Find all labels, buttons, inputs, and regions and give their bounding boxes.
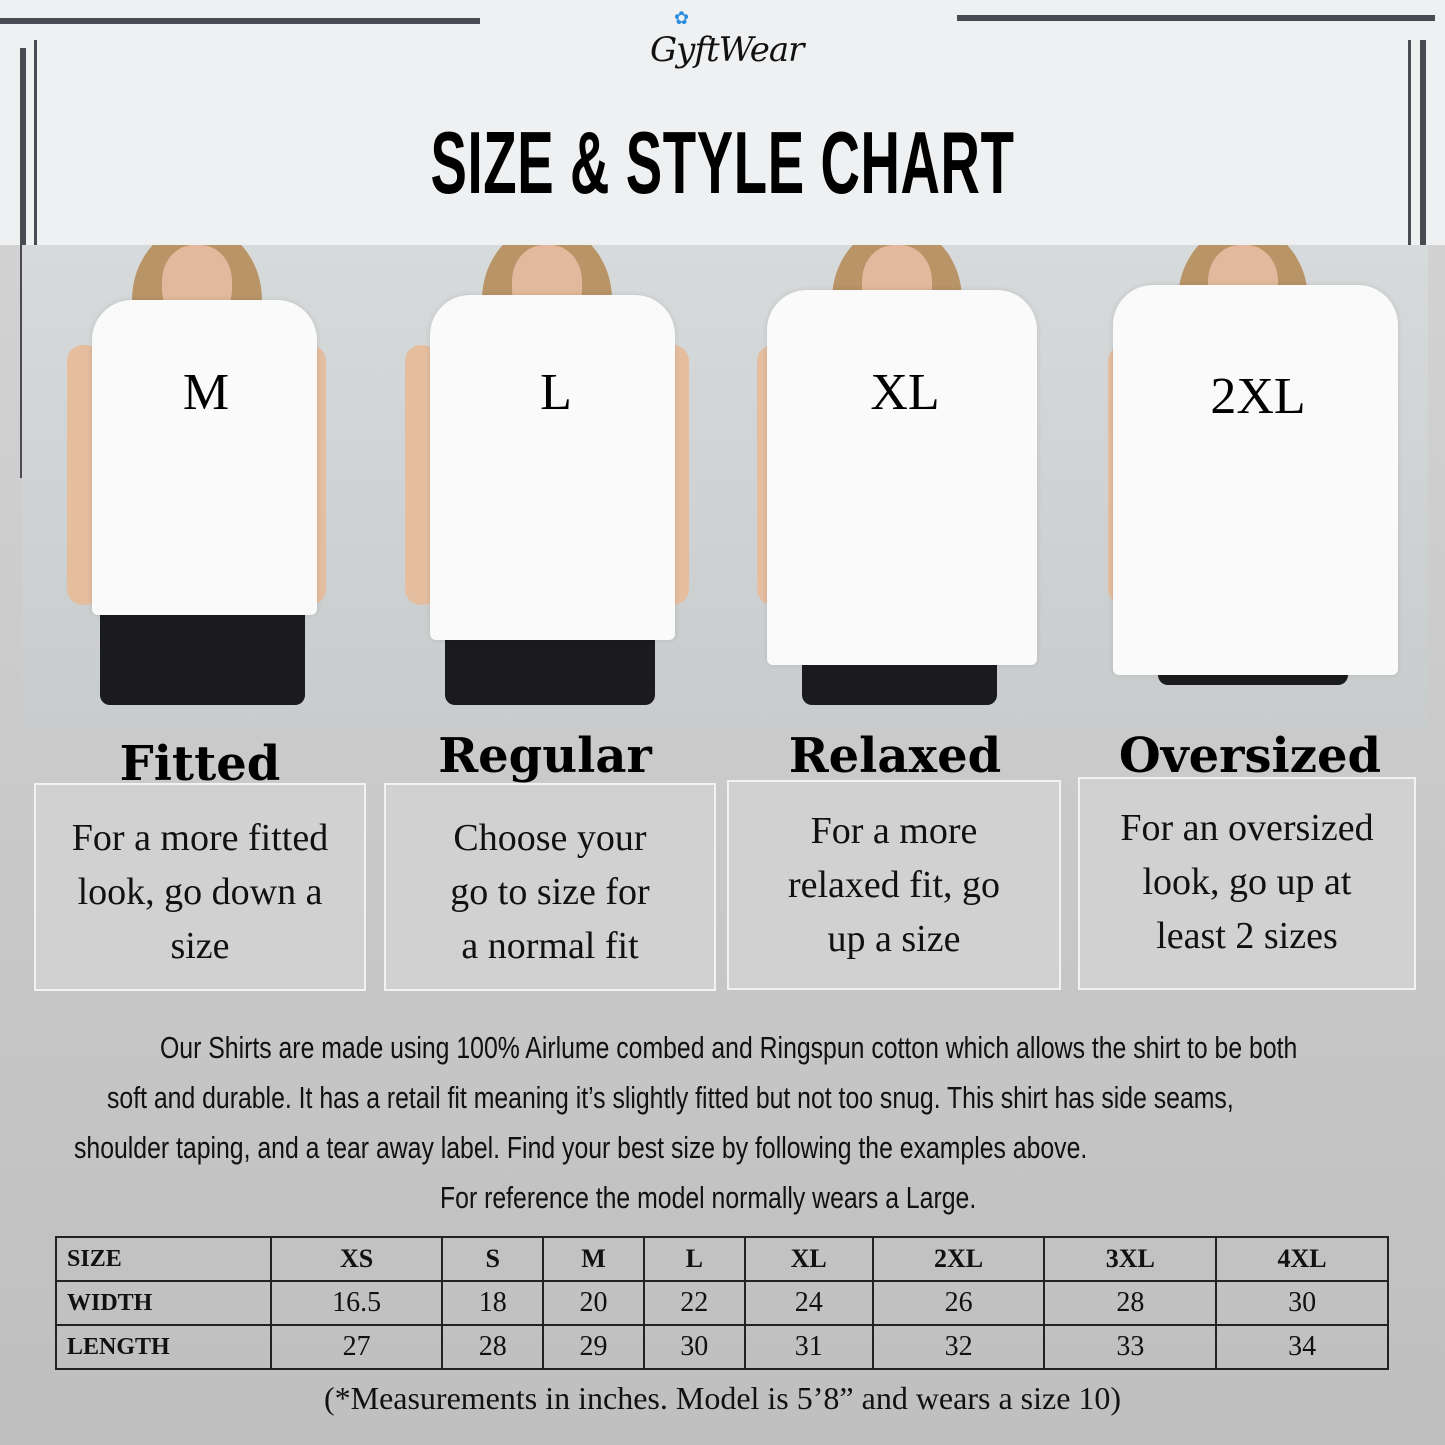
decorative-line: [957, 15, 1435, 21]
fit-title: Regular: [438, 728, 652, 784]
size-label: M: [182, 364, 230, 421]
model-photo-fitted: M: [22, 245, 370, 730]
fit-title: Relaxed: [788, 728, 1002, 784]
info-text-line: Our Shirts are made using 100% Airlume c…: [160, 1030, 1298, 1065]
fit-description: For an oversized look, go up at least 2 si…: [1078, 777, 1416, 990]
footnote: (*Measurements in inches. Model is 5’8” …: [323, 1380, 1122, 1416]
model-photo-relaxed: XL: [722, 245, 1068, 730]
fit-title: Fitted: [119, 736, 281, 792]
decorative-line: [0, 18, 480, 24]
table-row: LENGTH 27 28 29 30 31 32 33 34: [55, 1324, 1389, 1370]
info-text-line: shoulder taping, and a tear away label. …: [74, 1130, 1088, 1165]
bow-icon: ✿: [674, 8, 690, 29]
table-row: WIDTH 16.5 18 20 22 24 26 28 30: [55, 1280, 1389, 1326]
logo-text: GyftWear: [650, 30, 804, 70]
info-text-line: For reference the model normally wears a…: [440, 1180, 977, 1215]
header: [0, 0, 1445, 245]
size-label: L: [540, 364, 572, 421]
fit-description: Choose your go to size for a normal fit: [384, 783, 716, 991]
decorative-line: [1408, 40, 1411, 280]
table-header-row: SIZE XS S M L XL 2XL 3XL 4XL: [55, 1236, 1389, 1282]
fit-description: For a more fitted look, go down a size: [34, 783, 366, 991]
page-title: SIZE & STYLE CHART: [430, 113, 1015, 212]
model-photo-regular: L: [370, 245, 722, 730]
brand-logo: ✿ GyftWear: [650, 8, 804, 103]
size-label: 2XL: [1210, 368, 1306, 425]
size-table: SIZE XS S M L XL 2XL 3XL 4XL WIDTH 16.5 1…: [55, 1236, 1389, 1370]
fit-title: Oversized: [1118, 728, 1382, 784]
model-photo-oversized: 2XL: [1068, 245, 1428, 730]
info-text-line: soft and durable. It has a retail fit me…: [107, 1080, 1234, 1115]
decorative-line: [34, 40, 37, 270]
size-label: XL: [870, 364, 940, 421]
fit-description: For a more relaxed fit, go up a size: [727, 780, 1061, 990]
